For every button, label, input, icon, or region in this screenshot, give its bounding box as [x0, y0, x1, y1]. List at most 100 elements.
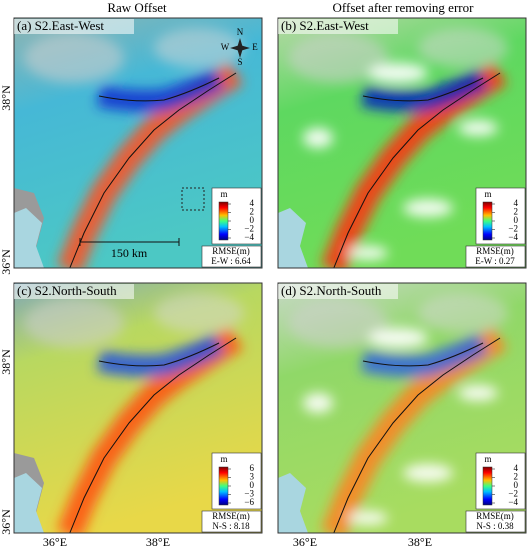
map-panel: (d) S2.North-South m 420−2−4 RMSE(m)N-S : 0… [277, 282, 527, 534]
map-panel: (a) S2.East-West m 420−2−4 RMSE(m)E-W : 6.6… [13, 17, 263, 269]
panel-frame [277, 17, 527, 269]
colorbar-tick-label: 6 [250, 463, 255, 473]
colorbar-tick-label: 0 [250, 480, 255, 490]
colorbar-tick-label: 4 [514, 198, 519, 208]
relief-patch [418, 28, 508, 68]
masked-area [368, 328, 428, 348]
sea [14, 473, 44, 533]
fault-line [98, 342, 220, 367]
masked-area [303, 393, 333, 413]
masked-area [303, 128, 333, 148]
compass-letter: E [252, 42, 258, 52]
rmse-title: RMSE(m) [212, 246, 250, 256]
panel-frame [13, 17, 263, 269]
rmse-value: E-W : 0.27 [475, 256, 515, 266]
colorbar [218, 466, 229, 506]
relief-patch [288, 33, 388, 83]
colorbar [482, 466, 493, 506]
masked-area [458, 385, 498, 401]
colorbar-tick-label: −4 [508, 232, 518, 242]
colorbar-tick-label: 2 [250, 207, 255, 217]
panel-label: (d) S2.North-South [281, 283, 382, 298]
fault-line [98, 77, 220, 102]
panel-frame [277, 282, 527, 534]
masked-area [348, 511, 388, 525]
colorbar-tick-label: 0 [250, 215, 255, 225]
lon-label: 36°E [293, 535, 317, 549]
fault-line [333, 337, 501, 533]
label-bg [278, 19, 398, 34]
colorbar-tick-label: 0 [514, 215, 519, 225]
panel-label: (a) S2.East-West [17, 18, 104, 33]
relief-patch [154, 28, 244, 68]
sea [278, 473, 308, 533]
colorbar-tick-label: −2 [508, 224, 518, 234]
compass-letter: N [237, 27, 244, 37]
rmse-title: RMSE(m) [212, 511, 250, 521]
colorbar-tick-label: 4 [514, 463, 519, 473]
map-panel: (b) S2.East-West m 420−2−4 RMSE(m)E-W : 0.2… [277, 17, 527, 269]
colorbar-tick-label: −3 [244, 489, 254, 499]
colorbar-unit: m [484, 454, 491, 464]
map-body [14, 18, 262, 268]
sea [278, 208, 308, 268]
colorbar-tick-label: 2 [514, 472, 519, 482]
masked-area [348, 246, 388, 260]
relief-patch [24, 298, 124, 348]
lon-label: 38°E [146, 535, 170, 549]
colorbar-unit: m [220, 454, 227, 464]
relief-patch [288, 298, 388, 348]
scale-bar-label: 150 km [111, 246, 148, 260]
colorbar-tick-label: −2 [244, 224, 254, 234]
colorbar-tick-label: −4 [244, 232, 254, 242]
label-bg [14, 284, 134, 299]
colorbar-tick-label: 3 [250, 472, 255, 482]
colorbar [218, 201, 229, 241]
rmse-box [465, 245, 526, 268]
compass-letter: S [237, 57, 242, 67]
map-panel: (c) S2.North-South m 630−3−6 RMSE(m)N-S : 8… [13, 282, 263, 534]
label-bg [14, 19, 134, 34]
masked-area [368, 63, 428, 83]
label-bg [278, 284, 398, 299]
relief-patch [418, 293, 508, 333]
column-title: Raw Offset [107, 0, 167, 15]
colorbar [482, 201, 493, 241]
rmse-title: RMSE(m) [476, 246, 514, 256]
masked-area [403, 199, 453, 217]
fault-line [69, 72, 237, 268]
relief-patch [154, 293, 244, 333]
column-title: Offset after removing error [333, 0, 475, 15]
compass-letter: W [221, 42, 230, 52]
rmse-value: N-S : 8.18 [212, 521, 250, 531]
inset-box [181, 187, 205, 211]
fault-line [333, 72, 501, 268]
rmse-box [201, 510, 262, 533]
colorbar-unit: m [484, 189, 491, 199]
rmse-value: N-S : 0.38 [476, 521, 514, 531]
colorbar-unit: m [220, 189, 227, 199]
lon-label: 36°E [43, 535, 67, 549]
sea [14, 208, 44, 268]
panel-frame [13, 282, 263, 534]
fault-line [362, 342, 484, 367]
lat-label: 38°N [0, 349, 13, 375]
fault-line [362, 77, 484, 102]
panel-label: (c) S2.North-South [17, 283, 117, 298]
rmse-value: E-W : 6.64 [211, 256, 251, 266]
masked-area [403, 464, 453, 482]
map-body [278, 283, 526, 533]
rmse-title: RMSE(m) [476, 511, 514, 521]
colorbar-tick-label: 2 [514, 207, 519, 217]
masked-area [458, 120, 498, 136]
colorbar-tick-label: −2 [508, 489, 518, 499]
lat-label: 36°N [0, 509, 13, 535]
colorbar-tick-label: 0 [514, 480, 519, 490]
panel-label: (b) S2.East-West [281, 18, 369, 33]
compass-star [230, 38, 250, 58]
colorbar-tick-label: 4 [250, 198, 255, 208]
rmse-box [201, 245, 262, 268]
lon-label: 38°E [408, 535, 432, 549]
rmse-box [465, 510, 526, 533]
